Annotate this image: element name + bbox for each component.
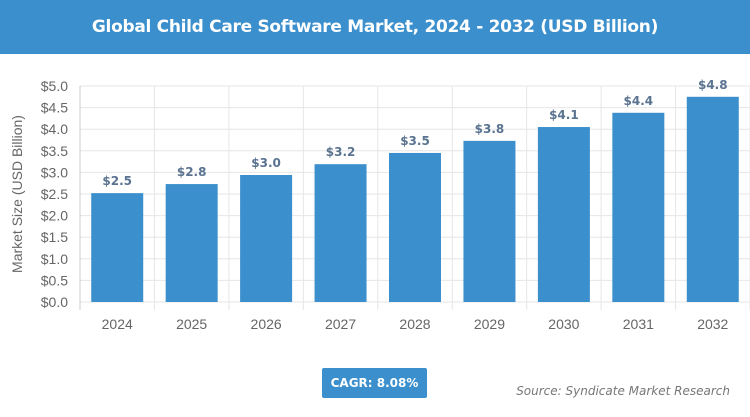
y-tick-label: $0.5 bbox=[41, 272, 68, 288]
bar-2026 bbox=[240, 174, 293, 302]
y-tick-label: $1.0 bbox=[41, 251, 68, 267]
x-tick-label: 2030 bbox=[548, 316, 579, 332]
x-axis: 2024 2025 2026 2027 2028 2029 2030 2031 2032 bbox=[102, 316, 729, 332]
x-tick-label: 2031 bbox=[623, 316, 654, 332]
x-tick-label: 2026 bbox=[251, 316, 282, 332]
y-axis: $0.0 $0.5 $1.0 $1.5 $2.0 $2.5 $3.0 $3.5 $4.0 $4.5… bbox=[41, 78, 68, 310]
x-tick-label: 2028 bbox=[399, 316, 430, 332]
x-tick-label: 2025 bbox=[176, 316, 207, 332]
source-note: Source: Syndicate Market Research bbox=[516, 384, 730, 398]
bar-2024 bbox=[91, 193, 144, 302]
bar-2025 bbox=[165, 184, 218, 302]
x-tick-label: 2029 bbox=[474, 316, 505, 332]
y-tick-label: $4.0 bbox=[41, 121, 68, 137]
chart-title: Global Child Care Software Market, 2024 … bbox=[91, 17, 659, 37]
y-tick-label: $0.0 bbox=[41, 294, 68, 310]
y-tick-label: $2.0 bbox=[41, 208, 68, 224]
data-label: $4.1 bbox=[549, 108, 579, 122]
x-tick-label: 2032 bbox=[697, 316, 728, 332]
y-tick-label: $5.0 bbox=[41, 78, 68, 94]
data-label: $3.8 bbox=[475, 122, 505, 136]
cagr-badge: CAGR: 8.08% bbox=[322, 368, 427, 398]
y-tick-label: $4.5 bbox=[41, 100, 68, 116]
data-label: $4.8 bbox=[698, 78, 728, 92]
x-tick-label: 2024 bbox=[102, 316, 133, 332]
title-banner: Global Child Care Software Market, 2024 … bbox=[0, 0, 750, 54]
bar-2030 bbox=[537, 127, 590, 302]
data-label: $2.8 bbox=[177, 165, 207, 179]
bar-2028 bbox=[389, 152, 441, 302]
y-tick-label: $1.5 bbox=[41, 229, 68, 245]
bar-chart: $0.0 $0.5 $1.0 $1.5 $2.0 $2.5 $3.0 $3.5 $4.0 $4.5… bbox=[9, 78, 750, 332]
bar-2031 bbox=[612, 112, 665, 302]
y-tick-label: $3.0 bbox=[41, 164, 68, 180]
y-tick-label: $2.5 bbox=[41, 186, 68, 202]
bar-2027 bbox=[314, 164, 367, 302]
data-label: $3.5 bbox=[400, 134, 430, 148]
bars: $2.5 $2.8 $3.0 $3.2 $3.5 $3.8 $4.1 $4.4 $4.8 bbox=[91, 78, 739, 302]
data-label: $2.5 bbox=[102, 174, 132, 188]
data-label: $3.0 bbox=[251, 156, 281, 170]
data-label: $3.2 bbox=[326, 145, 356, 159]
x-tick-label: 2027 bbox=[325, 316, 356, 332]
y-tick-label: $3.5 bbox=[41, 143, 68, 159]
bar-2029 bbox=[463, 140, 516, 302]
data-label: $4.4 bbox=[624, 94, 654, 108]
y-axis-label: Market Size (USD Billion) bbox=[9, 115, 25, 273]
bar-2032 bbox=[686, 96, 739, 302]
